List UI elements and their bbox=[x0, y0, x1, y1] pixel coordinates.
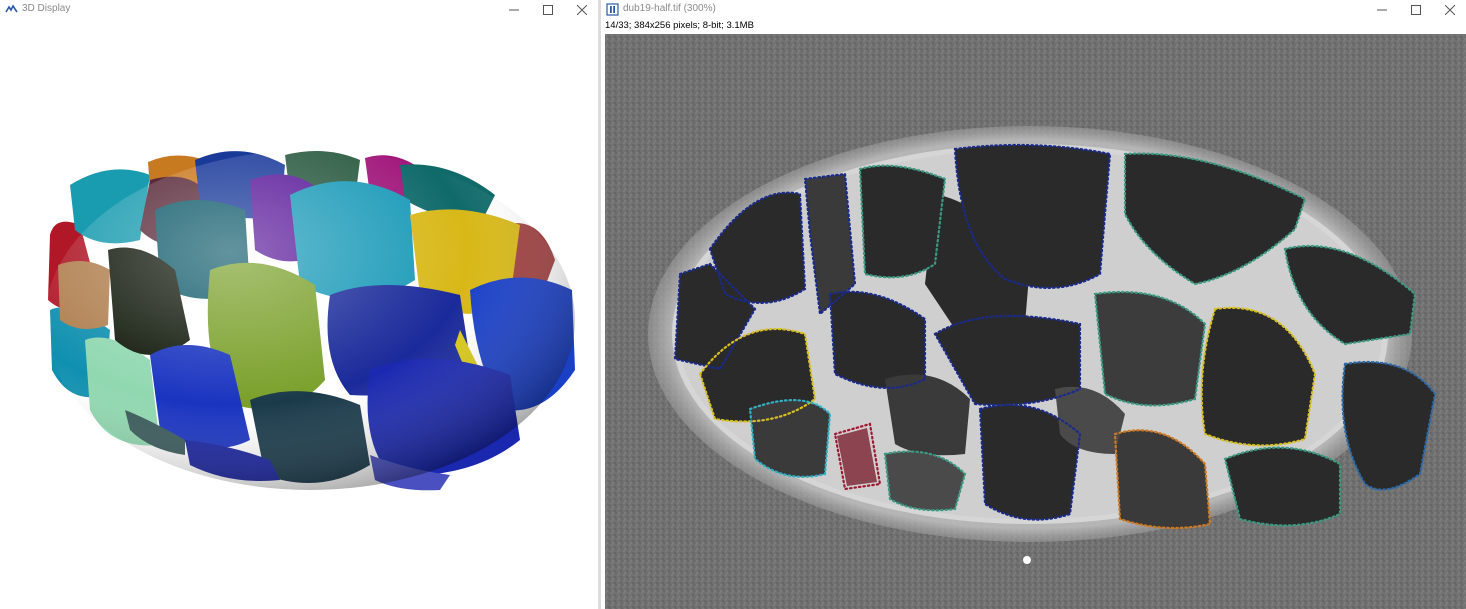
minimize-button[interactable] bbox=[497, 0, 531, 19]
close-icon bbox=[1445, 4, 1455, 15]
close-button[interactable] bbox=[565, 0, 598, 19]
minimize-icon bbox=[509, 9, 519, 10]
imagej-image-icon bbox=[606, 3, 619, 16]
minimize-icon bbox=[1377, 9, 1387, 10]
image-titlebar[interactable]: dub19-half.tif (300%) bbox=[601, 0, 1466, 19]
image-title: dub19-half.tif (300%) bbox=[623, 3, 716, 14]
maximize-button[interactable] bbox=[531, 0, 565, 19]
3d-display-title: 3D Display bbox=[22, 3, 71, 14]
3d-render-canvas[interactable] bbox=[0, 19, 598, 609]
image-canvas[interactable] bbox=[605, 34, 1466, 609]
close-button[interactable] bbox=[1433, 0, 1466, 19]
embryo bbox=[648, 126, 1437, 564]
image-window: dub19-half.tif (300%) 14/33; 384x256 pix… bbox=[601, 0, 1466, 609]
3d-cell-cluster bbox=[45, 150, 575, 491]
imagej-3d-icon bbox=[5, 4, 18, 13]
window-divider bbox=[598, 0, 601, 609]
close-icon bbox=[577, 4, 587, 15]
maximize-icon bbox=[1411, 4, 1421, 15]
minimize-button[interactable] bbox=[1365, 0, 1399, 19]
maximize-icon bbox=[543, 4, 553, 15]
maximize-button[interactable] bbox=[1399, 0, 1433, 19]
3d-display-window: 3D Display bbox=[0, 0, 598, 609]
3d-display-titlebar[interactable]: 3D Display bbox=[0, 0, 598, 19]
image-info-line: 14/33; 384x256 pixels; 8-bit; 3.1MB bbox=[605, 20, 754, 31]
